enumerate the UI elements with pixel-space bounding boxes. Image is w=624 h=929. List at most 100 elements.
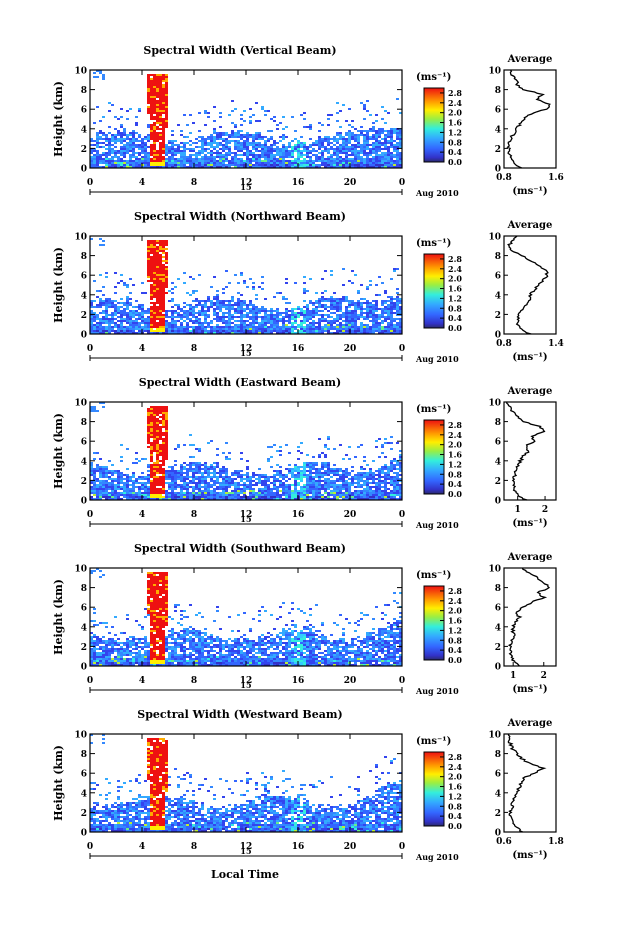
heatmap-cell (237, 142, 240, 144)
heatmap-cell (150, 318, 153, 320)
heatmap-cell (192, 476, 195, 478)
heatmap-cell (231, 152, 234, 154)
heatmap-cell (216, 154, 219, 156)
heatmap-cell (114, 488, 117, 490)
heatmap-cell (336, 156, 339, 158)
heatmap-cell (372, 164, 375, 166)
heatmap-cell (189, 494, 192, 496)
heatmap-cell (348, 320, 351, 322)
heatmap-cell (279, 154, 282, 156)
heatmap-cell (399, 298, 402, 300)
heatmap-cell (192, 154, 195, 156)
heatmap-cell (108, 306, 111, 308)
heatmap-cell (240, 274, 243, 276)
heatmap-cell (225, 322, 228, 324)
heatmap-cell (198, 468, 201, 470)
heatmap-cell (300, 332, 303, 334)
heatmap-cell (102, 472, 105, 474)
heatmap-cell (399, 302, 402, 304)
heatmap-cell (171, 480, 174, 482)
heatmap-cell (399, 318, 402, 320)
heatmap-cell (168, 140, 171, 142)
heatmap-cell (90, 332, 93, 334)
heatmap-cell (141, 486, 144, 488)
heatmap-cell (144, 148, 147, 150)
x-tick-label: 4 (139, 178, 145, 188)
heatmap-cell (207, 156, 210, 158)
heatmap-cell (261, 148, 264, 150)
heatmap-cell (222, 314, 225, 316)
heatmap-cell (147, 140, 150, 142)
heatmap-cell (129, 142, 132, 144)
heatmap-cell (300, 488, 303, 490)
heatmap-cell (93, 482, 96, 484)
heatmap-cell (330, 324, 333, 326)
heatmap-cell (303, 318, 306, 320)
heatmap-cell (228, 318, 231, 320)
heatmap-cell (183, 444, 186, 446)
heatmap-cell (174, 484, 177, 486)
heatmap-cell (321, 494, 324, 496)
heatmap-cell (354, 330, 357, 332)
heatmap-cell (237, 150, 240, 152)
heatmap-cell (357, 164, 360, 166)
heatmap-cell (168, 474, 171, 476)
heatmap-cell (327, 142, 330, 144)
heatmap-cell (336, 300, 339, 302)
heatmap-cell (294, 158, 297, 160)
heatmap-cell (282, 138, 285, 140)
heatmap-cell (153, 110, 156, 112)
heatmap-cell (168, 300, 171, 302)
heatmap-cell (312, 468, 315, 470)
heatmap-cell (273, 324, 276, 326)
heatmap-cell (219, 304, 222, 306)
heatmap-cell (387, 314, 390, 316)
heatmap-cell (219, 498, 222, 500)
heatmap-cell (198, 480, 201, 482)
heatmap-cell (306, 478, 309, 480)
heatmap-cell (189, 132, 192, 134)
heatmap-cell (231, 122, 234, 124)
heatmap-cell (363, 324, 366, 326)
heatmap-cell (159, 270, 162, 272)
heatmap-cell (360, 132, 363, 134)
heatmap-cell (204, 466, 207, 468)
heatmap-cell (369, 280, 372, 282)
heatmap-cell (171, 468, 174, 470)
heatmap-cell (150, 106, 153, 108)
heatmap-cell (171, 282, 174, 284)
heatmap-cell (297, 156, 300, 158)
heatmap-cell (288, 164, 291, 166)
heatmap-cell (342, 296, 345, 298)
heatmap-cell (93, 490, 96, 492)
heatmap-cell (291, 148, 294, 150)
heatmap-cell (210, 498, 213, 500)
heatmap-cell (270, 310, 273, 312)
heatmap-cell (162, 424, 165, 426)
heatmap-cell (165, 490, 168, 492)
heatmap-cell (180, 310, 183, 312)
heatmap-cell (198, 476, 201, 478)
heatmap-cell (318, 328, 321, 330)
heatmap-cell (156, 470, 159, 472)
heatmap-cell (315, 154, 318, 156)
heatmap-cell (162, 112, 165, 114)
heatmap-cell (312, 482, 315, 484)
heatmap-cell (258, 156, 261, 158)
heatmap-cell (153, 496, 156, 498)
heatmap-cell (162, 98, 165, 100)
heatmap-cell (207, 144, 210, 146)
heatmap-cell (105, 316, 108, 318)
heatmap-cell (108, 482, 111, 484)
heatmap-cell (318, 486, 321, 488)
heatmap-cell (192, 306, 195, 308)
heatmap-cell (264, 164, 267, 166)
heatmap-cell (306, 476, 309, 478)
heatmap-cell (246, 498, 249, 500)
heatmap-cell (153, 320, 156, 322)
heatmap-cell (159, 470, 162, 472)
heatmap-cell (156, 406, 159, 408)
heatmap-cell (264, 330, 267, 332)
heatmap-cell (333, 136, 336, 138)
heatmap-cell (198, 274, 201, 276)
